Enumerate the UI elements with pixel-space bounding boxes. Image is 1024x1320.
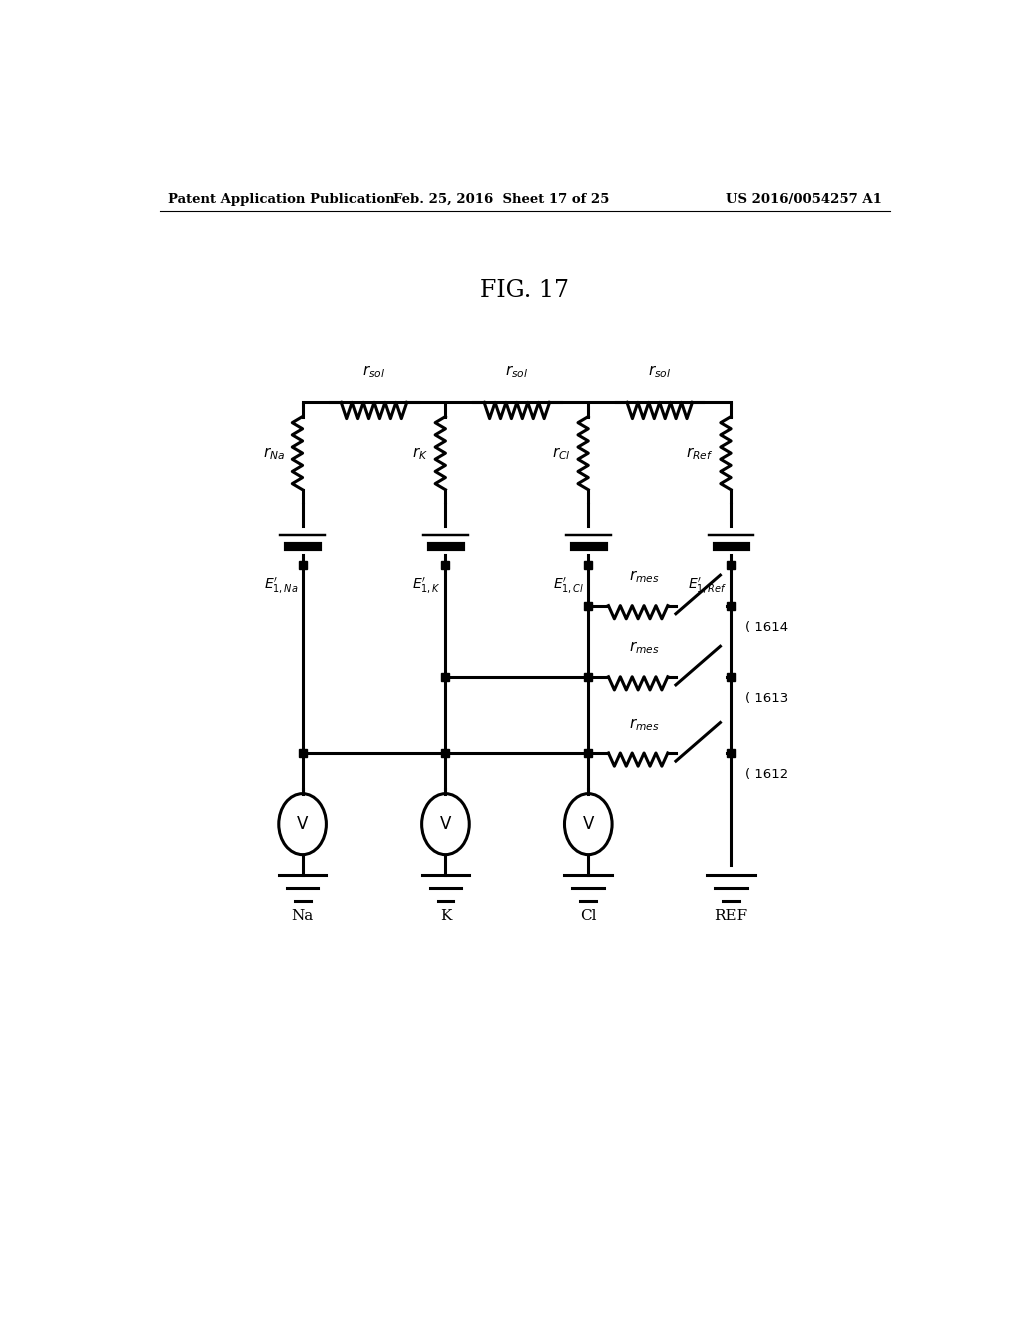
Text: K: K [439,908,452,923]
Text: $r_{Na}$: $r_{Na}$ [263,445,285,462]
Text: $r_{sol}$: $r_{sol}$ [505,363,528,380]
Text: Cl: Cl [580,908,597,923]
Text: $r_{mes}$: $r_{mes}$ [629,715,659,733]
Text: Feb. 25, 2016  Sheet 17 of 25: Feb. 25, 2016 Sheet 17 of 25 [393,193,609,206]
Text: $E_{1,Ref}'$: $E_{1,Ref}'$ [688,576,727,595]
Text: Na: Na [292,908,313,923]
Text: FIG. 17: FIG. 17 [480,279,569,302]
Text: $r_K$: $r_K$ [412,445,428,462]
Text: Patent Application Publication: Patent Application Publication [168,193,394,206]
Text: V: V [439,816,452,833]
Text: ( 1612: ( 1612 [745,768,788,781]
Text: US 2016/0054257 A1: US 2016/0054257 A1 [726,193,882,206]
Text: V: V [297,816,308,833]
Text: $r_{Cl}$: $r_{Cl}$ [552,445,570,462]
Text: $r_{mes}$: $r_{mes}$ [629,569,659,585]
Text: ( 1614: ( 1614 [745,620,788,634]
Text: $E_{1,K}'$: $E_{1,K}'$ [413,576,441,595]
Text: $r_{sol}$: $r_{sol}$ [648,363,672,380]
Text: REF: REF [715,908,748,923]
Text: ( 1613: ( 1613 [745,692,788,705]
Text: $r_{Ref}$: $r_{Ref}$ [686,445,714,462]
Text: $E_{1,Cl}'$: $E_{1,Cl}'$ [553,576,585,595]
Text: V: V [583,816,594,833]
Text: $r_{sol}$: $r_{sol}$ [362,363,386,380]
Text: $E_{1,Na}'$: $E_{1,Na}'$ [264,576,299,595]
Text: $r_{mes}$: $r_{mes}$ [629,640,659,656]
